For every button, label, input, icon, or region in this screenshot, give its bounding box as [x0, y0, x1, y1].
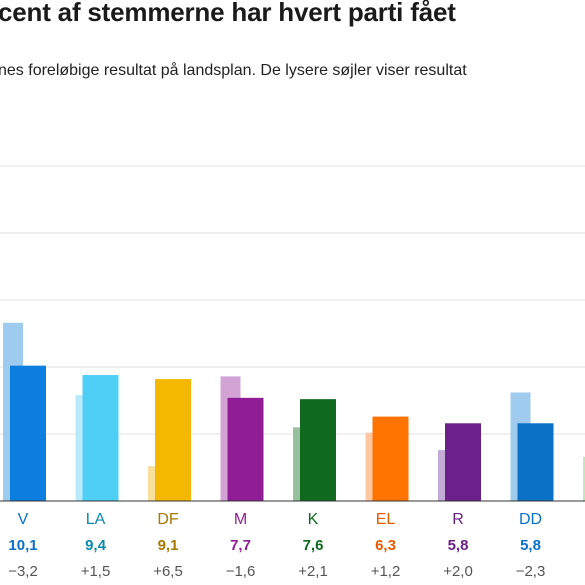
category-label: M: [234, 511, 247, 528]
value-label: 5,8: [520, 537, 541, 554]
change-label: −1,6: [226, 563, 256, 580]
change-label: +2,1: [298, 563, 328, 580]
value-label: 5,8: [448, 537, 469, 554]
change-label: −2,3: [516, 563, 546, 580]
change-label: +6,5: [153, 563, 183, 580]
bar-current: [300, 399, 336, 501]
bar-current: [82, 375, 119, 501]
category-label: V: [18, 511, 29, 528]
bar-current: [517, 423, 554, 501]
chart-title: cent af stemmerne har hvert parti fået: [0, 0, 456, 27]
category-label: EL: [376, 511, 396, 528]
value-label: 9,1: [158, 537, 179, 554]
change-label: −3,2: [8, 563, 38, 580]
change-label: +2,0: [443, 563, 473, 580]
category-label: R: [452, 511, 464, 528]
bar-current: [445, 423, 481, 501]
value-label: 6,3: [375, 537, 396, 554]
category-label: K: [308, 511, 319, 528]
bar-previous: [583, 456, 585, 501]
category-label: DD: [519, 511, 542, 528]
category-label: DF: [157, 511, 179, 528]
bars: [3, 322, 585, 501]
labels: V 10,1 −3,2 LA 9,4 +1,5 DF 9,1 +6,5 M 7,7 −1,6 K 7,6 +…: [8, 511, 545, 580]
value-label: 9,4: [85, 537, 107, 554]
bar-current: [372, 416, 409, 501]
category-label: LA: [86, 511, 106, 528]
change-label: +1,5: [81, 563, 111, 580]
bar-current: [155, 379, 191, 501]
bar-current: [10, 365, 46, 501]
bar-current: [227, 397, 264, 501]
value-label: 7,7: [230, 537, 251, 554]
value-label: 7,6: [303, 537, 324, 554]
chart-subtitle: nes foreløbige resultat på landsplan. De…: [0, 62, 467, 79]
gridlines: [0, 165, 585, 435]
value-label: 10,1: [8, 537, 37, 554]
change-label: +1,2: [371, 563, 401, 580]
